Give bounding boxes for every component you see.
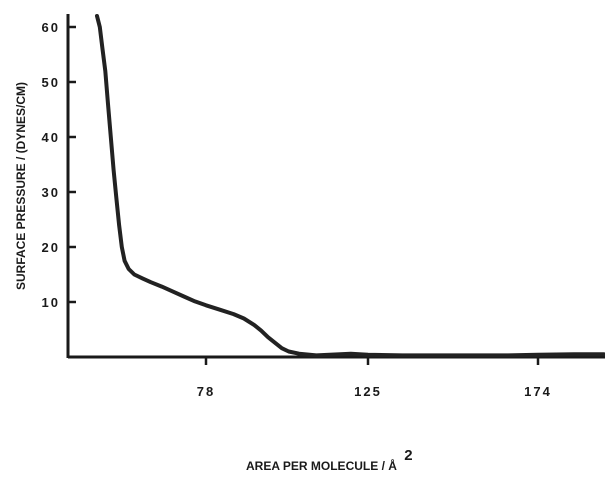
x-tick-label: 125 <box>354 384 382 399</box>
x-tick-label: 174 <box>524 384 552 399</box>
x-axis-label-text: AREA PER MOLECULE / Å <box>246 458 397 473</box>
x-axis-label: AREA PER MOLECULE / Å 2 <box>246 447 413 473</box>
series-layer <box>95 14 605 358</box>
y-tick-label: 30 <box>42 185 60 200</box>
y-axis-ticks: 10 20 30 40 50 60 <box>42 20 76 310</box>
y-tick-label: 10 <box>42 295 60 310</box>
x-axis-ticks: 78 125 174 <box>197 357 552 399</box>
y-tick-label: 50 <box>42 75 60 90</box>
isotherm-line <box>95 14 605 358</box>
y-tick-label: 60 <box>42 20 60 35</box>
y-axis-label: SURFACE PRESSURE / (DYNES/CM) <box>14 82 28 290</box>
x-axis-label-superscript: 2 <box>404 447 412 464</box>
y-tick-label: 40 <box>42 130 60 145</box>
y-tick-label: 20 <box>42 240 60 255</box>
x-tick-label: 78 <box>197 384 215 399</box>
